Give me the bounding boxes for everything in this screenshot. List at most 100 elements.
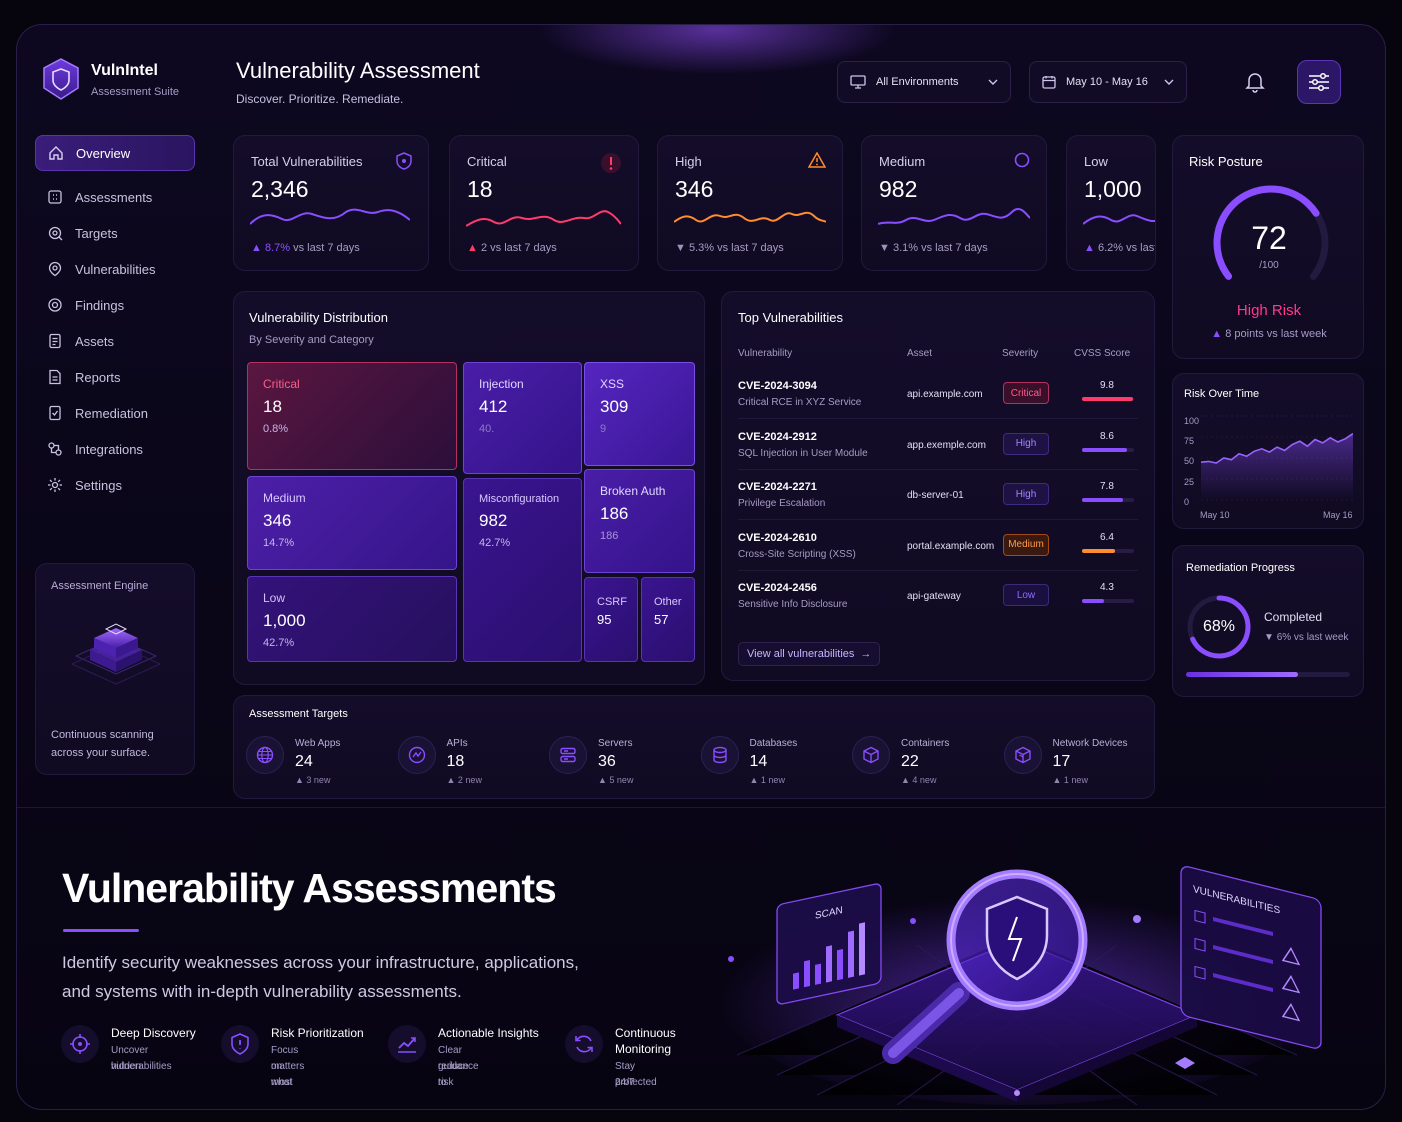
shield-icon: [396, 152, 412, 170]
stat-change-value: 8.7%: [264, 242, 291, 254]
grid-icon: [48, 190, 62, 204]
sparkline: [674, 211, 826, 223]
sidebar-item-overview[interactable]: Overview: [35, 135, 195, 171]
distribution-card: Vulnerability Distribution By Severity a…: [233, 291, 705, 685]
sidebar-item-findings[interactable]: Findings: [35, 287, 195, 323]
risk-over-time-card: Risk Over Time 100 75 50 25 0 May 10 May 16: [1172, 373, 1364, 529]
sidebar-item-integrations[interactable]: Integrations: [35, 431, 195, 467]
table-row[interactable]: CVE-2024-2456 Sensitive Info Disclosure ap…: [738, 582, 1138, 632]
y-tick-label: 0: [1184, 496, 1190, 507]
remediation-change-text: 6% vs last week: [1276, 632, 1349, 643]
assessment-engine-card: Assessment Engine Continuous scanning ac…: [35, 563, 195, 775]
date-range-select[interactable]: May 10 - May 16: [1029, 61, 1187, 103]
stat-label: Total Vulnerabilities: [251, 154, 363, 169]
y-tick-label: 100: [1184, 416, 1200, 426]
stat-medium[interactable]: Medium 982 ▼ 3.1% vs last 7 days: [861, 135, 1047, 271]
target-containers[interactable]: Containers 22 ▲ 4 new: [852, 732, 992, 792]
treemap-value: 982: [479, 511, 508, 530]
sidebar-item-label: Integrations: [75, 441, 143, 457]
column-header: Vulnerability: [738, 348, 793, 359]
table-row[interactable]: CVE-2024-2912 SQL Injection in User Modul…: [738, 431, 1138, 481]
link-icon: [48, 442, 62, 456]
cube-stack-icon: [70, 623, 162, 685]
sidebar-item-remediation[interactable]: Remediation: [35, 395, 195, 431]
section-divider: [17, 807, 1385, 808]
treemap-xss[interactable]: XSS 309 9: [584, 362, 695, 466]
treemap-pct: 42.7%: [263, 637, 295, 649]
feature-desc: 24/7: [615, 1077, 635, 1088]
row-divider: [738, 519, 1138, 520]
treemap-label: Injection: [479, 377, 524, 391]
engine-desc-line1: Continuous scanning: [51, 729, 154, 741]
stat-change: ▼ 3.1% vs last 7 days: [879, 242, 988, 254]
feature-desc: Focus on what: [271, 1045, 299, 1088]
sidebar-item-assessments[interactable]: Assessments: [35, 179, 195, 215]
remediation-title: Remediation Progress: [1186, 562, 1295, 574]
shield-icon: [221, 1025, 259, 1063]
treemap-medium[interactable]: Medium 346 14.7%: [247, 476, 457, 570]
stat-label: Low: [1084, 154, 1108, 169]
stat-total[interactable]: Total Vulnerabilities 2,346 ▲ 8.7% vs la…: [233, 135, 429, 271]
sidebar-item-assets[interactable]: Assets: [35, 323, 195, 359]
engine-desc: Continuous scanning across your surface.: [51, 726, 154, 762]
y-tick-label: 25: [1184, 476, 1195, 487]
cvss-bar-fill: [1082, 548, 1116, 553]
table-row[interactable]: CVE-2024-2271 Privilege Escalation db-serv…: [738, 481, 1138, 531]
stat-change: ▼ 5.3% vs last 7 days: [675, 242, 784, 254]
filters-button[interactable]: [1297, 60, 1341, 104]
asset-name: api-gateway: [907, 591, 961, 602]
column-header: CVSS Score: [1074, 348, 1131, 359]
sidebar-item-settings[interactable]: Settings: [35, 467, 195, 503]
hero-desc-line2: and systems with in-depth vulnerability …: [62, 982, 462, 1001]
risk-score-max: /100: [1259, 260, 1279, 271]
stat-critical[interactable]: Critical 18 ▲ 2 vs last 7 days: [449, 135, 639, 271]
home-icon: [49, 146, 63, 160]
treemap-value: 95: [597, 612, 612, 627]
table-row[interactable]: CVE-2024-3094 Critical RCE in XYZ Service…: [738, 380, 1138, 430]
sidebar-item-reports[interactable]: Reports: [35, 359, 195, 395]
target-web-apps[interactable]: Web Apps 24 ▲ 3 new: [246, 732, 386, 792]
database-icon: [700, 736, 739, 774]
cve-description: Sensitive Info Disclosure: [738, 599, 848, 610]
environment-select[interactable]: All Environments: [837, 61, 1011, 103]
treemap-injection[interactable]: Injection 412 40.: [463, 362, 582, 474]
sidebar-item-label: Reports: [75, 369, 121, 385]
stat-value: 18: [467, 176, 493, 202]
stat-change: ▲ 2 vs last 7 days: [467, 242, 557, 254]
sidebar-item-targets[interactable]: Targets: [35, 215, 195, 251]
target-databases[interactable]: Databases 14 ▲ 1 new: [700, 732, 841, 792]
stat-low[interactable]: Low 1,000 ▲ 6.2% vs last: [1066, 135, 1156, 271]
treemap-label: Low: [263, 591, 286, 605]
treemap-csrf[interactable]: CSRF 95: [584, 577, 638, 662]
treemap-value: 57: [654, 612, 669, 627]
treemap-critical[interactable]: Critical 18 0.8%: [247, 362, 457, 470]
cve-id: CVE-2024-2456: [738, 582, 817, 594]
stat-value: 982: [879, 176, 918, 202]
risk-change-text: 8 points vs last week: [1225, 328, 1327, 340]
cvss-bar-fill: [1082, 397, 1133, 401]
target-apis[interactable]: APIs 18 ▲ 2 new: [397, 732, 538, 792]
target-new: ▲ 4 new: [901, 775, 937, 785]
view-all-vulnerabilities-link[interactable]: View all vulnerabilities →: [738, 642, 881, 666]
notifications-button[interactable]: [1233, 60, 1277, 104]
treemap-misconfiguration[interactable]: Misconfiguration 982 42.7%: [463, 478, 582, 662]
sidebar-item-vulnerabilities[interactable]: Vulnerabilities: [35, 251, 195, 287]
target-servers[interactable]: Servers 36 ▲ 5 new: [549, 732, 689, 792]
treemap-other[interactable]: Other 57: [641, 577, 695, 662]
treemap-low[interactable]: Low 1,000 42.7%: [247, 576, 457, 662]
target-new-text: 4 new: [912, 775, 937, 785]
target-name: Databases: [749, 738, 798, 749]
stat-high[interactable]: High 346 ▼ 5.3% vs last 7 days: [657, 135, 843, 271]
stat-change-value: 6.2%: [1097, 242, 1124, 254]
target-network-devices[interactable]: Network Devices 17 ▲ 1 new: [1003, 732, 1144, 792]
treemap-label: Medium: [263, 491, 306, 505]
table-row[interactable]: CVE-2024-2610 Cross-Site Scripting (XSS) p…: [738, 532, 1138, 582]
brand-subtitle: Assessment Suite: [91, 86, 180, 98]
target-name: APIs: [446, 738, 468, 749]
risk-posture-card: Risk Posture 72 /100 High Risk ▲ 8 point…: [1172, 135, 1364, 359]
risk-level: High Risk: [1236, 302, 1302, 319]
stat-value: 346: [675, 176, 714, 202]
arrow-right-icon: →: [860, 648, 872, 660]
cve-id: CVE-2024-3094: [738, 380, 817, 392]
treemap-broken-auth[interactable]: Broken Auth 186 186: [584, 469, 695, 573]
